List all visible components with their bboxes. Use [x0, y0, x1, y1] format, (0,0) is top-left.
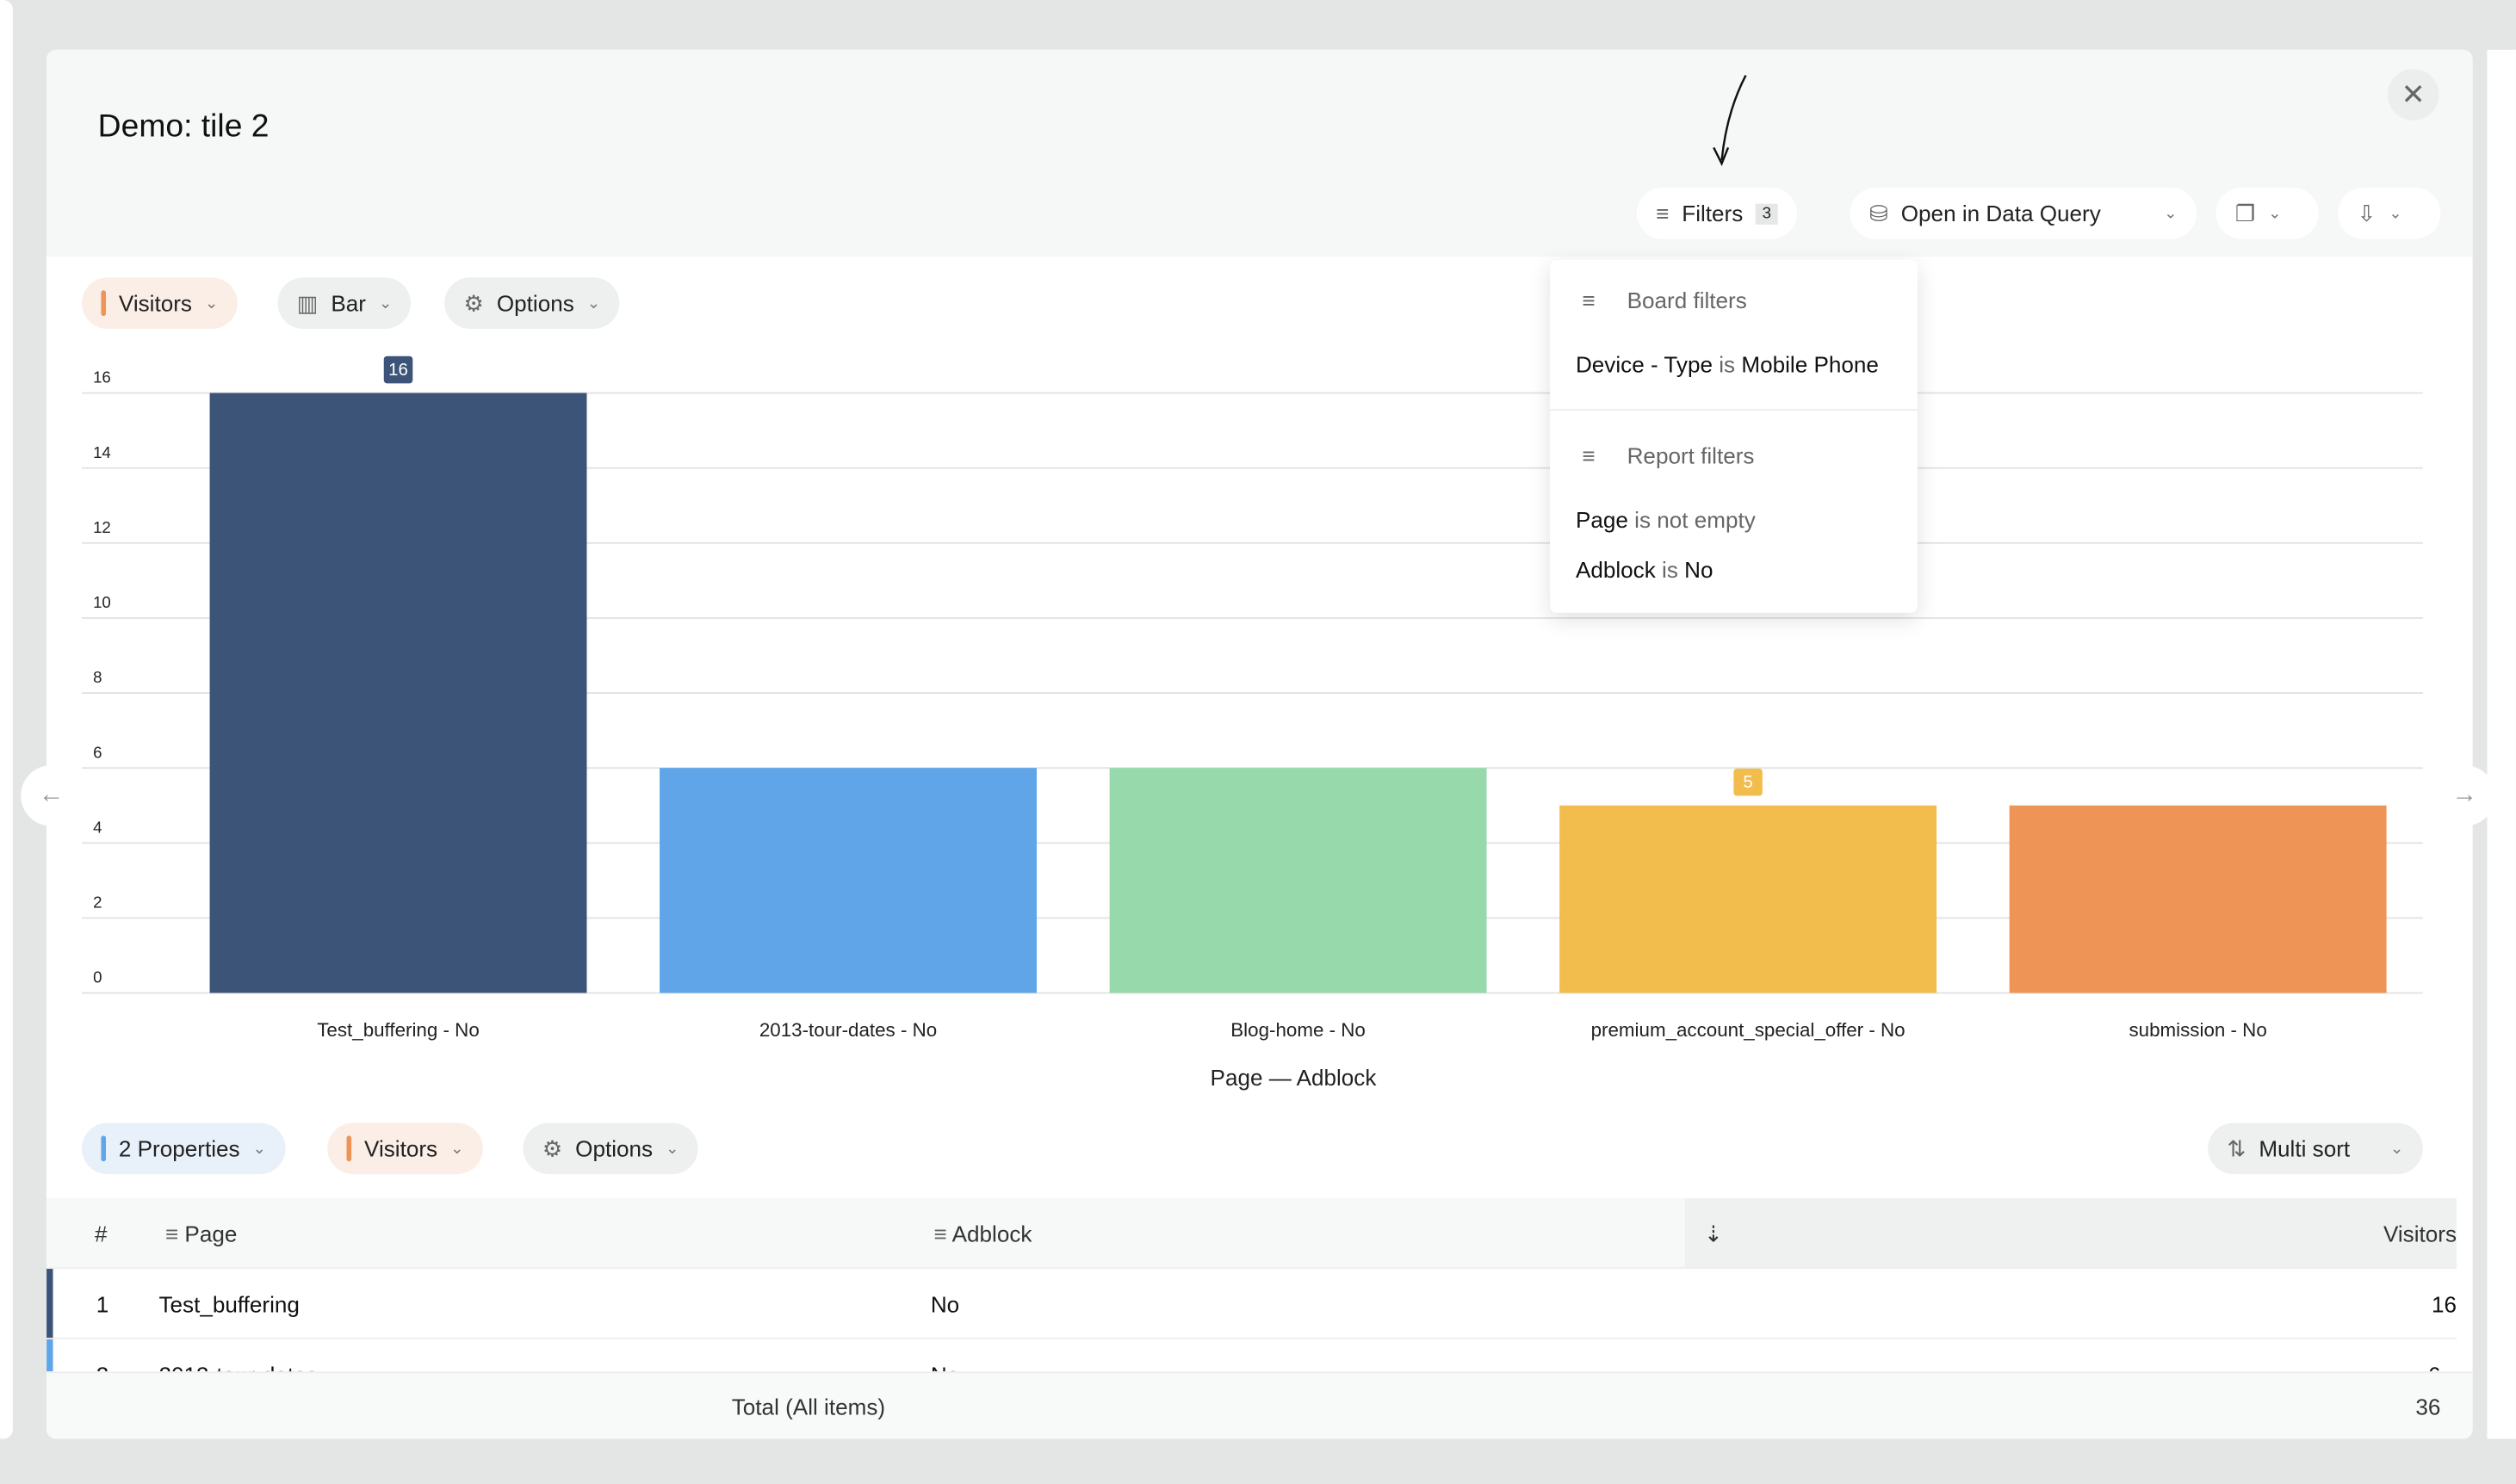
y-tick-label: 4 [93, 818, 102, 836]
x-tick-label: premium_account_special_offer - No [1591, 1019, 1906, 1041]
open-data-query[interactable]: ⛁ Open in Data Query ⌄ [1850, 188, 2197, 239]
divider [1550, 409, 1918, 411]
filters-button[interactable]: ≡ Filters 3 [1636, 188, 1797, 239]
filters-popup: ≡ Board filters Device - Type is Mobile … [1550, 259, 1918, 613]
y-tick-label: 12 [93, 518, 111, 536]
filter-value: No [1684, 556, 1713, 583]
properties-select[interactable]: 2 Properties ⌄ [82, 1122, 286, 1175]
bar [1559, 805, 1937, 993]
column-header[interactable]: Visitors [2383, 1221, 2457, 1246]
bar [209, 393, 587, 993]
table-options-label: Options [575, 1135, 654, 1162]
x-tick-label: submission - No [2129, 1019, 2266, 1041]
filter-op: is not empty [1634, 506, 1756, 533]
metric-label: Visitors [118, 290, 192, 317]
close-button[interactable]: ✕ [2387, 69, 2439, 121]
table-row [46, 1269, 2457, 1340]
sorted-column [1684, 1198, 2457, 1268]
filter-op: is [1719, 351, 1736, 377]
download-button[interactable]: ⇩ ⌄ [2338, 188, 2441, 239]
filter-value: Mobile Phone [1741, 351, 1879, 377]
value-label-bg [383, 356, 413, 384]
options-button[interactable]: ⚙ Options ⌄ [444, 277, 620, 330]
duplicate-button[interactable]: ❐ ⌄ [2215, 188, 2319, 239]
filter-field: Adblock [1575, 556, 1656, 583]
metric-select[interactable]: Visitors ⌄ [82, 277, 238, 330]
table-metric-label: Visitors [364, 1135, 438, 1162]
x-axis-label: Page — Adblock [1211, 1065, 1378, 1091]
y-tick-label: 10 [93, 593, 111, 611]
chart-type-label: Bar [331, 290, 366, 317]
chart-type-select[interactable]: ▥ Bar ⌄ [277, 277, 412, 330]
column-header[interactable]: Adblock [951, 1221, 1032, 1246]
table-metric-select[interactable]: Visitors ⌄ [327, 1122, 484, 1175]
total-label: Total (All items) [731, 1394, 886, 1420]
cell: 16 [2431, 1291, 2457, 1317]
filter-op: is [1662, 556, 1678, 583]
popup-heading: Board filters [1627, 287, 1747, 313]
cell: 2 [96, 1362, 109, 1371]
table-row: 2 2013-tour-dates No 6 [46, 1339, 2457, 1372]
y-tick-label: 2 [93, 893, 102, 912]
bar [2009, 805, 2387, 993]
bar [1109, 768, 1487, 993]
x-tick-label: 2013-tour-dates - No [759, 1019, 937, 1041]
cell: No [931, 1362, 959, 1371]
x-tick-label: Blog-home - No [1230, 1019, 1366, 1041]
cell: Test_buffering [158, 1291, 300, 1317]
x-tick-label: Test_buffering - No [317, 1019, 480, 1041]
value-label: 5 [1743, 772, 1752, 792]
options-label: Options [496, 290, 574, 317]
y-tick-label: 14 [93, 443, 111, 461]
column-header: # [94, 1221, 108, 1246]
row-color [46, 1269, 53, 1339]
filter-field: Device - Type [1575, 351, 1713, 377]
column-header[interactable]: Page [184, 1221, 238, 1246]
prev-button[interactable]: ← [21, 764, 83, 826]
value-label: 16 [388, 360, 408, 380]
value-label-bg [1733, 768, 1763, 796]
table-footer [46, 1371, 2473, 1439]
multi-sort[interactable]: ⇅ Multi sort ⌄ [2208, 1122, 2423, 1175]
table-options[interactable]: ⚙ Options ⌄ [523, 1122, 699, 1175]
cell: 2013-tour-dates [158, 1362, 317, 1371]
cell: 6 [2428, 1362, 2441, 1371]
cell: 1 [96, 1291, 109, 1317]
annotation-arrow [1713, 75, 1747, 167]
next-button[interactable]: → [2433, 764, 2495, 826]
backdrop-card [2487, 49, 2516, 1439]
modal-title: Demo: tile 2 [97, 108, 270, 145]
sort-icon[interactable]: ⇣ [1704, 1221, 1723, 1246]
properties-label: 2 Properties [118, 1135, 240, 1162]
popup-heading: Report filters [1627, 442, 1755, 469]
cell: No [930, 1291, 960, 1317]
open-label: Open in Data Query [1900, 200, 2101, 226]
row-color [46, 1339, 53, 1372]
y-tick-label: 16 [93, 368, 111, 386]
y-tick-label: 8 [93, 668, 102, 686]
y-tick-label: 0 [93, 968, 102, 986]
backdrop-card [0, 0, 13, 1439]
bar [660, 768, 1038, 993]
filter-field: Page [1575, 506, 1628, 533]
total-value: 36 [2415, 1394, 2441, 1420]
sort-label: Multi sort [2259, 1135, 2351, 1162]
filters-label: Filters [1682, 200, 1744, 226]
y-tick-label: 6 [93, 743, 102, 761]
filter-count: 3 [1756, 202, 1778, 224]
